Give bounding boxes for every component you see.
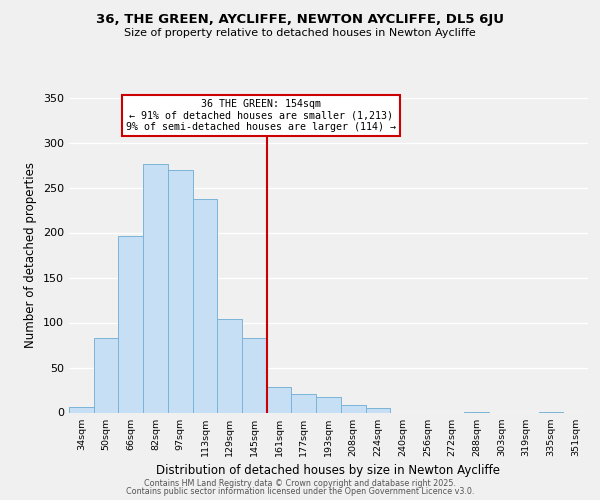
Text: 36 THE GREEN: 154sqm
← 91% of detached houses are smaller (1,213)
9% of semi-det: 36 THE GREEN: 154sqm ← 91% of detached h… bbox=[126, 99, 396, 132]
Bar bbox=[365, 408, 390, 412]
Bar bbox=[143, 164, 168, 412]
Bar bbox=[193, 199, 217, 412]
Text: Contains public sector information licensed under the Open Government Licence v3: Contains public sector information licen… bbox=[126, 487, 474, 496]
Bar bbox=[242, 338, 267, 412]
Bar bbox=[118, 236, 143, 412]
Bar bbox=[316, 397, 341, 412]
X-axis label: Distribution of detached houses by size in Newton Aycliffe: Distribution of detached houses by size … bbox=[157, 464, 500, 477]
Text: Contains HM Land Registry data © Crown copyright and database right 2025.: Contains HM Land Registry data © Crown c… bbox=[144, 478, 456, 488]
Y-axis label: Number of detached properties: Number of detached properties bbox=[25, 162, 37, 348]
Bar bbox=[341, 406, 365, 412]
Text: Size of property relative to detached houses in Newton Aycliffe: Size of property relative to detached ho… bbox=[124, 28, 476, 38]
Bar bbox=[94, 338, 118, 412]
Bar bbox=[69, 407, 94, 412]
Text: 36, THE GREEN, AYCLIFFE, NEWTON AYCLIFFE, DL5 6JU: 36, THE GREEN, AYCLIFFE, NEWTON AYCLIFFE… bbox=[96, 12, 504, 26]
Bar bbox=[168, 170, 193, 412]
Bar bbox=[267, 388, 292, 412]
Bar bbox=[217, 319, 242, 412]
Bar bbox=[292, 394, 316, 412]
